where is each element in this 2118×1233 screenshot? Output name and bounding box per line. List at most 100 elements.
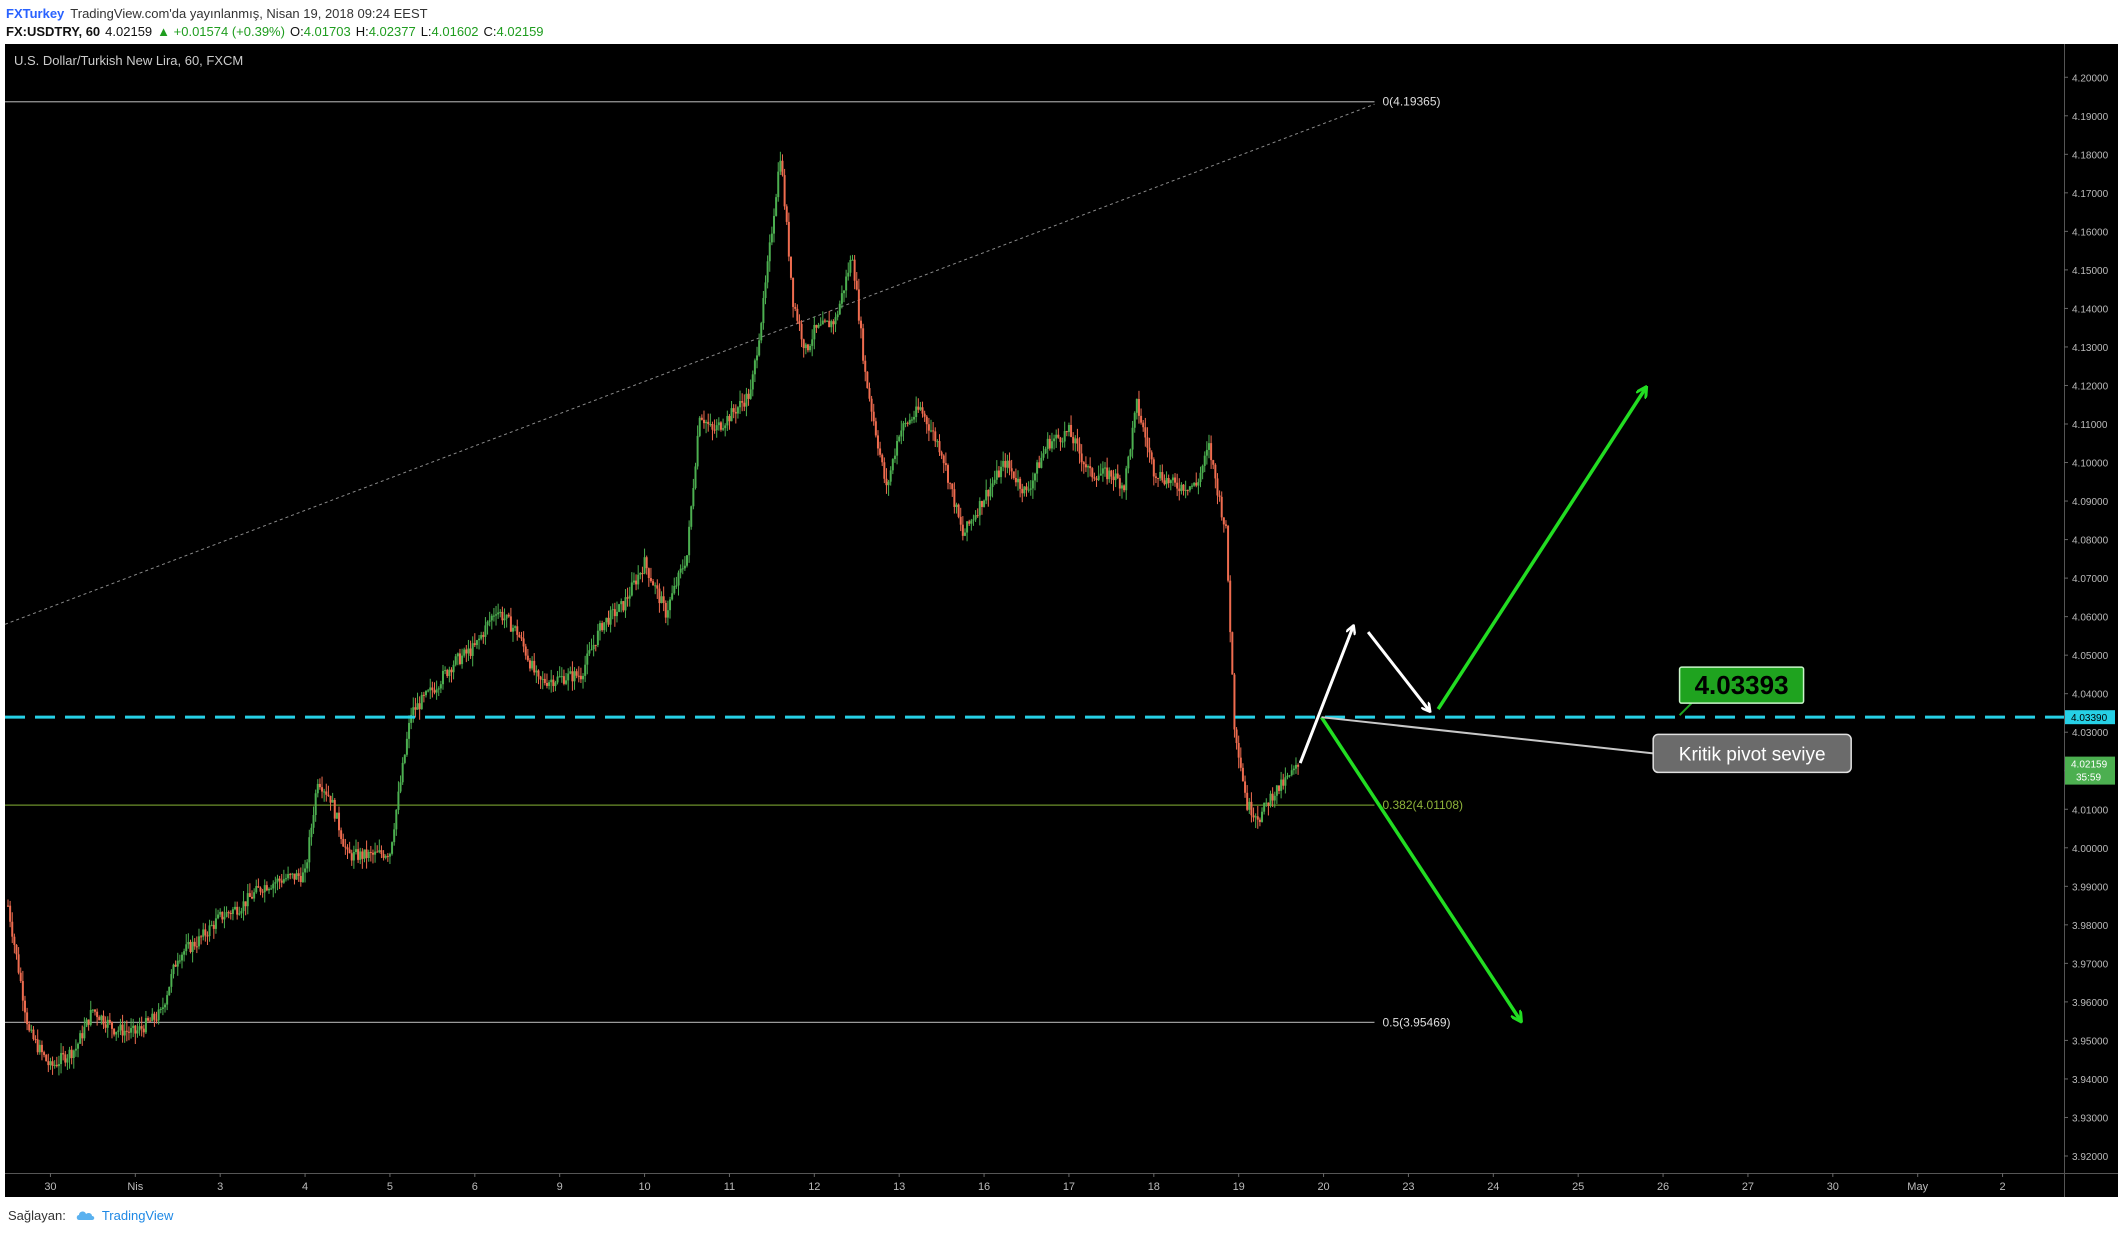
candle-body — [117, 1030, 120, 1032]
close-label: C: — [483, 23, 497, 39]
candle-body — [70, 1049, 73, 1058]
candle-body — [40, 1044, 43, 1053]
candle-body — [321, 787, 324, 792]
candle-body — [1038, 462, 1041, 468]
candle-body — [908, 419, 911, 424]
bar-countdown: 35:59 — [2076, 773, 2101, 784]
scenario-arrows[interactable] — [1298, 387, 1646, 1021]
candle-body — [1101, 468, 1104, 474]
candle-body — [478, 638, 481, 641]
candle-body — [1263, 802, 1266, 812]
candle-body — [219, 911, 222, 915]
candle-body — [367, 851, 370, 858]
candle-body — [620, 601, 623, 605]
candle-body — [21, 981, 24, 1001]
candle-body — [643, 557, 646, 574]
candle-body — [770, 233, 773, 243]
candle-body — [1241, 767, 1244, 782]
candle-body — [329, 795, 332, 803]
candle-body — [942, 455, 945, 464]
candle-body — [1074, 438, 1077, 444]
candle-body — [338, 812, 341, 831]
candle-body — [543, 678, 546, 683]
candle-body — [1040, 457, 1043, 468]
candle-body — [539, 676, 542, 680]
trend-line[interactable] — [4, 103, 1375, 625]
candle-body — [743, 402, 746, 407]
candle-body — [1110, 470, 1113, 477]
y-tick-label: 4.20000 — [2072, 73, 2109, 84]
green-arrow-up — [1436, 387, 1646, 711]
candle-body — [1197, 481, 1200, 486]
candle-body — [1008, 460, 1011, 469]
candle-body — [747, 393, 750, 399]
author-link[interactable]: FXTurkey — [6, 5, 65, 21]
high-label: H: — [355, 23, 369, 39]
candle-body — [618, 604, 621, 612]
candle-body — [431, 687, 434, 691]
candle-body — [1244, 781, 1247, 793]
candle-body — [927, 424, 930, 431]
x-tick-label: 30 — [44, 1181, 56, 1193]
candle-body — [779, 160, 782, 172]
candle-body — [295, 873, 298, 880]
candle-body — [851, 259, 854, 261]
price-chart[interactable]: U.S. Dollar/Turkish New Lira, 60, FXCM 4… — [0, 44, 2118, 1197]
candle-body — [1275, 785, 1278, 796]
candle-body — [804, 344, 807, 349]
candle-body — [1286, 775, 1289, 778]
candle-body — [189, 941, 192, 952]
candle-body — [940, 452, 943, 456]
candle-body — [635, 580, 638, 585]
candle-body — [236, 906, 239, 915]
candle-body — [1148, 447, 1151, 453]
candle-body — [469, 648, 472, 656]
candle-body — [471, 643, 474, 656]
fibonacci-levels[interactable]: 0(4.19365) 0.382(4.01108) 0.5(3.95469) — [5, 95, 1463, 1030]
candle-body — [113, 1028, 116, 1035]
candle-body — [1152, 459, 1155, 477]
time-axis[interactable] — [5, 1174, 2118, 1197]
tradingview-logo[interactable]: TradingView — [76, 1208, 173, 1223]
y-tick-label: 4.10000 — [2072, 459, 2109, 470]
candle-body — [1218, 495, 1221, 497]
candle-body — [785, 206, 788, 222]
candle-body — [588, 650, 591, 654]
candle-body — [87, 1019, 90, 1025]
candle-body — [214, 918, 217, 929]
candle-body — [654, 585, 657, 587]
pivot-callout[interactable]: Kritik pivot seviye — [1321, 716, 1852, 774]
candle-body — [456, 653, 459, 657]
candle-body — [325, 791, 328, 795]
y-tick-label: 3.97000 — [2072, 959, 2109, 970]
candle-body — [34, 1039, 37, 1041]
candle-body — [193, 941, 196, 947]
pivot-value-box[interactable]: 4.03393 — [1678, 666, 1805, 716]
candle-body — [537, 670, 540, 677]
candle-body — [1127, 456, 1130, 469]
plot-area[interactable] — [5, 44, 2064, 1173]
candle-body — [913, 416, 916, 420]
candle-body — [110, 1022, 113, 1029]
candle-body — [673, 585, 676, 594]
candle-body — [170, 974, 173, 987]
candle-body — [997, 470, 1000, 478]
candle-body — [891, 459, 894, 471]
candle-body — [7, 905, 9, 907]
candle-body — [906, 422, 909, 424]
candle-body — [1214, 464, 1217, 479]
candle-body — [121, 1024, 124, 1036]
chart-container[interactable]: U.S. Dollar/Turkish New Lira, 60, FXCM 4… — [0, 44, 2118, 1197]
candle-body — [1010, 468, 1013, 472]
candle-body — [724, 425, 727, 429]
candle-body — [904, 422, 907, 424]
candle-body — [881, 454, 884, 463]
footer: Sağlayan: TradingView — [8, 1204, 173, 1226]
candle-body — [702, 419, 705, 424]
price-axis[interactable] — [2065, 44, 2118, 1173]
candle-body — [717, 422, 720, 426]
y-tick-label: 4.19000 — [2072, 112, 2109, 123]
candle-body — [93, 1009, 96, 1012]
candle-body — [180, 954, 183, 961]
candle-body — [711, 424, 714, 430]
